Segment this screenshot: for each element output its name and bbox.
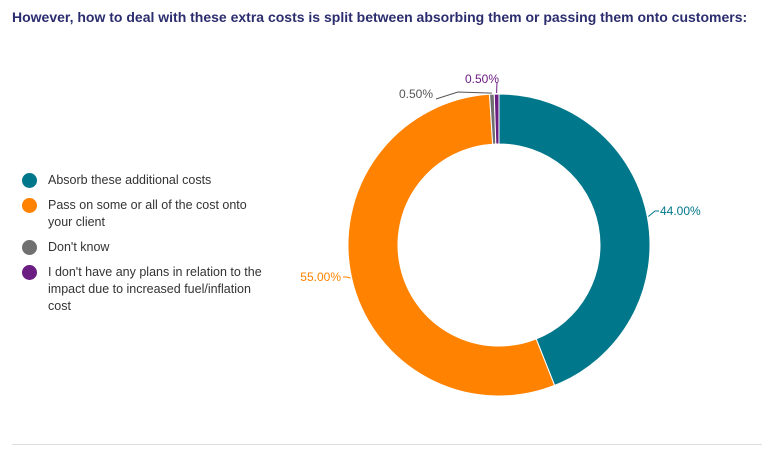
legend-item-no-plans[interactable]: I don't have any plans in relation to th… (22, 264, 262, 315)
legend-item-dont-know[interactable]: Don't know (22, 239, 262, 256)
data-label-absorb: 44.00% (660, 204, 701, 218)
bottom-divider (12, 444, 762, 445)
data-label-no-plans: 0.50% (465, 72, 499, 86)
donut-slice-pass-on[interactable] (347, 93, 556, 397)
donut-slice-no-plans[interactable] (493, 93, 500, 145)
legend-label-no-plans: I don't have any plans in relation to th… (48, 265, 262, 313)
legend-item-absorb[interactable]: Absorb these additional costs (22, 172, 262, 189)
legend-swatch-pass-on (22, 198, 37, 213)
leader-line-absorb (647, 210, 659, 217)
legend-swatch-no-plans (22, 265, 37, 280)
leader-line-pass-on (343, 276, 351, 279)
chart-legend: Absorb these additional costs Pass on so… (22, 172, 262, 323)
data-label-dont-know: 0.50% (399, 87, 433, 101)
legend-label-absorb: Absorb these additional costs (48, 173, 212, 187)
legend-label-dont-know: Don't know (48, 240, 110, 254)
donut-slice-absorb[interactable] (498, 93, 651, 387)
legend-item-pass-on[interactable]: Pass on some or all of the cost onto you… (22, 197, 262, 231)
leader-line-dont-know (435, 91, 492, 100)
legend-swatch-absorb (22, 173, 37, 188)
data-label-pass-on: 55.00% (300, 270, 341, 284)
chart-title: However, how to deal with these extra co… (12, 9, 748, 25)
legend-swatch-dont-know (22, 240, 37, 255)
legend-label-pass-on: Pass on some or all of the cost onto you… (48, 198, 247, 229)
